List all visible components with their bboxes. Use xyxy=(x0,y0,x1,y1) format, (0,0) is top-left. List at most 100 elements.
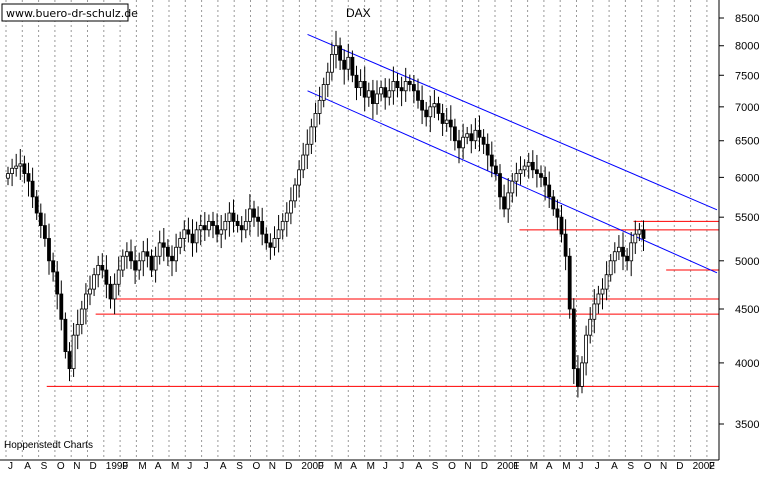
candle-body xyxy=(43,225,47,239)
candle-body xyxy=(219,229,224,235)
candle-body xyxy=(6,173,10,179)
x-tick-label: J xyxy=(595,461,600,472)
candle-body xyxy=(223,220,228,231)
y-tick-label: 6500 xyxy=(735,136,759,148)
candle-body xyxy=(100,264,105,271)
x-tick-label: M xyxy=(562,461,570,472)
candle-body xyxy=(420,99,425,111)
candle-body xyxy=(600,288,605,295)
x-tick-label: A xyxy=(416,461,423,472)
candle-body xyxy=(522,165,527,171)
x-tick-label: F xyxy=(318,461,324,472)
candle-body xyxy=(243,220,248,231)
support-lines xyxy=(46,220,719,387)
candle-body xyxy=(231,212,236,222)
candle-body xyxy=(67,351,72,370)
candle-body xyxy=(92,274,96,290)
candle-body xyxy=(141,251,146,262)
candle-body xyxy=(576,368,580,387)
x-tick-label: J xyxy=(204,461,209,472)
candle-body xyxy=(448,119,453,128)
x-tick-label: S xyxy=(41,461,48,472)
candle-body xyxy=(588,318,593,336)
candle-body xyxy=(358,81,363,89)
candle-body xyxy=(379,87,384,95)
candle-body xyxy=(165,246,170,257)
x-tick-label: D xyxy=(481,461,488,472)
candle-body xyxy=(452,126,457,142)
candle-body xyxy=(276,229,281,239)
x-tick-label: O xyxy=(253,461,261,472)
candle-body xyxy=(18,163,23,167)
x-tick-label: M xyxy=(138,461,146,472)
x-tick-label: A xyxy=(546,461,553,472)
candle-body xyxy=(79,308,84,325)
candle-body xyxy=(362,81,367,98)
candle-body xyxy=(125,251,129,257)
x-tick-label: D xyxy=(676,461,683,472)
candle-body xyxy=(403,81,408,92)
candle-body xyxy=(391,81,396,92)
candle-body xyxy=(633,233,638,244)
x-tick-label: A xyxy=(611,461,618,472)
candle-body xyxy=(256,216,261,222)
candle-body xyxy=(432,103,437,108)
x-tick-label: N xyxy=(73,461,80,472)
candle-body xyxy=(571,308,576,370)
candle-body xyxy=(514,173,519,182)
candle-body xyxy=(457,140,461,149)
candle-body xyxy=(161,242,166,248)
candle-body xyxy=(584,334,588,364)
candle-body xyxy=(170,255,174,262)
candle-body xyxy=(321,84,326,101)
x-tick-label: M xyxy=(367,461,375,472)
x-tick-label: N xyxy=(464,461,471,472)
candle-body xyxy=(313,113,318,128)
candle-body xyxy=(153,255,158,271)
candle-body xyxy=(63,318,68,353)
candle-body xyxy=(59,293,64,320)
candle-body xyxy=(411,84,416,92)
candle-body xyxy=(518,169,523,174)
x-tick-label: A xyxy=(220,461,227,472)
y-tick-label: 8000 xyxy=(735,41,759,53)
x-tick-label: 2000 xyxy=(301,461,324,472)
candle-body xyxy=(129,251,133,262)
x-tick-label: D xyxy=(90,461,97,472)
x-tick-label: J xyxy=(579,461,584,472)
candle-body xyxy=(354,74,359,89)
x-tick-label: D xyxy=(285,461,292,472)
candle-body xyxy=(325,71,330,85)
candle-body xyxy=(621,246,625,257)
candle-body xyxy=(510,180,515,194)
candle-body xyxy=(539,173,543,178)
candle-body xyxy=(424,109,429,118)
candle-body xyxy=(563,233,568,257)
x-tick-label: J xyxy=(399,461,404,472)
x-tick-label: O xyxy=(644,461,652,472)
candle-body xyxy=(260,220,265,235)
candle-body xyxy=(580,362,584,387)
candle-body xyxy=(592,303,597,320)
x-tick-label: 2001 xyxy=(497,461,520,472)
x-tick-label: A xyxy=(155,461,162,472)
y-tick-label: 4500 xyxy=(735,304,759,316)
candle-body xyxy=(51,260,55,273)
candle-body xyxy=(543,176,547,186)
candle-body xyxy=(112,283,117,300)
candle-body xyxy=(383,87,388,98)
candle-body xyxy=(305,143,310,156)
x-tick-label: O xyxy=(57,461,65,472)
candle-body xyxy=(555,208,560,218)
candle-body xyxy=(206,220,211,231)
candle-body xyxy=(297,169,302,186)
candle-body xyxy=(26,173,31,182)
candle-body xyxy=(108,283,113,300)
candle-body xyxy=(387,90,392,98)
candle-body xyxy=(34,196,39,214)
channel-line xyxy=(307,33,718,211)
x-tick-label: A xyxy=(350,461,357,472)
candle-body xyxy=(375,93,379,104)
